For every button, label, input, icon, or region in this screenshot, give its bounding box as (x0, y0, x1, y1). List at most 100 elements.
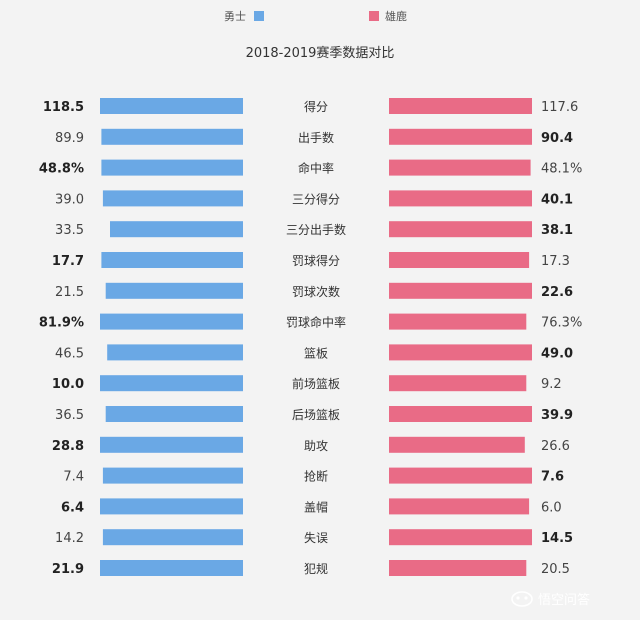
chart-row: 21.9 犯规 20.5 (52, 560, 570, 577)
value-label-bucks: 117.6 (541, 100, 578, 115)
bar-bucks (389, 498, 530, 515)
category-label: 抢断 (304, 469, 328, 484)
chart-row: 89.9 出手数 90.4 (55, 128, 573, 146)
value-label-bucks: 7.6 (541, 470, 564, 485)
bar-warriors (102, 190, 244, 207)
bar-bucks (389, 529, 532, 546)
bar-bucks (389, 252, 530, 268)
bar-warriors (102, 529, 244, 546)
legend-swatch-warriors (254, 11, 264, 21)
value-label-bucks: 38.1 (541, 223, 573, 238)
bar-warriors (100, 98, 243, 114)
category-label: 盖帽 (304, 499, 328, 514)
value-label-warriors: 21.5 (55, 285, 84, 300)
legend: 勇士 雄鹿 (224, 9, 407, 23)
chart-row: 118.5 得分 117.6 (43, 98, 578, 115)
value-label-bucks: 49.0 (541, 346, 573, 361)
bar-bucks (389, 313, 527, 330)
chart-row: 33.5 三分出手数 38.1 (55, 221, 573, 238)
chart-row: 7.4 抢断 7.6 (63, 467, 564, 485)
value-label-bucks: 76.3% (541, 316, 582, 331)
watermark-text: 悟空问答 (538, 592, 590, 608)
bar-bucks (389, 98, 532, 114)
chart-row: 10.0 前场篮板 9.2 (52, 375, 562, 392)
value-label-bucks: 9.2 (541, 377, 562, 392)
category-label: 失误 (304, 530, 328, 545)
value-label-bucks: 39.9 (541, 408, 573, 423)
value-label-warriors: 81.9% (39, 316, 84, 331)
bar-warriors (107, 344, 243, 361)
value-label-warriors: 89.9 (55, 131, 84, 146)
bar-warriors (100, 498, 243, 515)
bar-bucks (389, 406, 532, 422)
bar-bucks (389, 436, 525, 453)
bar-warriors (110, 221, 243, 238)
category-label: 三分得分 (292, 191, 340, 206)
category-label: 罚球次数 (292, 284, 340, 299)
value-label-bucks: 20.5 (541, 562, 570, 577)
value-label-warriors: 46.5 (55, 346, 84, 361)
category-label: 命中率 (298, 161, 334, 176)
chart-row: 39.0 三分得分 40.1 (55, 190, 573, 207)
value-label-bucks: 40.1 (541, 192, 573, 207)
chart-row: 17.7 罚球得分 17.3 (52, 252, 570, 269)
bar-warriors (101, 252, 244, 268)
chart-row: 14.2 失误 14.5 (55, 529, 573, 546)
wukong-logo-icon (511, 591, 533, 607)
bar-warriors (100, 436, 243, 453)
bar-warriors (102, 467, 244, 484)
value-label-warriors: 48.8% (39, 162, 84, 177)
chart-row: 28.8 助攻 26.6 (52, 436, 570, 454)
bar-warriors (100, 560, 243, 576)
legend-label-warriors: 勇士 (224, 10, 246, 23)
value-label-bucks: 17.3 (541, 254, 570, 269)
category-label: 出手数 (298, 130, 334, 145)
chart-row: 36.5 后场篮板 39.9 (55, 406, 573, 423)
value-label-bucks: 48.1% (541, 162, 582, 177)
chart-row: 21.5 罚球次数 22.6 (55, 282, 573, 300)
value-label-bucks: 6.0 (541, 500, 562, 515)
bar-bucks (389, 128, 532, 145)
value-label-warriors: 10.0 (52, 377, 84, 392)
category-label: 罚球得分 (292, 253, 340, 268)
bar-bucks (389, 560, 527, 576)
bar-bucks (389, 282, 532, 299)
value-label-warriors: 6.4 (61, 500, 84, 515)
category-label: 三分出手数 (286, 222, 346, 237)
legend-swatch-bucks (369, 11, 379, 21)
bar-warriors (105, 406, 243, 422)
value-label-bucks: 26.6 (541, 439, 570, 454)
bar-warriors (100, 313, 243, 330)
bar-bucks (389, 221, 532, 238)
bar-warriors (105, 282, 243, 299)
value-label-warriors: 21.9 (52, 562, 84, 577)
chart-row: 6.4 盖帽 6.0 (61, 498, 562, 515)
value-label-bucks: 14.5 (541, 531, 573, 546)
bar-bucks (389, 159, 531, 176)
value-label-warriors: 33.5 (55, 223, 84, 238)
bar-warriors (100, 375, 243, 392)
chart-rows: 118.5 得分 117.6 89.9 出手数 90.4 48.8% 命中率 48.1% 39.0… (39, 98, 582, 577)
value-label-warriors: 17.7 (52, 254, 84, 269)
bar-warriors (101, 159, 244, 176)
bar-bucks (389, 344, 532, 361)
value-label-warriors: 7.4 (63, 470, 84, 485)
category-label: 前场篮板 (292, 376, 340, 391)
category-label: 助攻 (304, 439, 328, 453)
category-label: 罚球命中率 (286, 315, 346, 330)
value-label-warriors: 39.0 (55, 192, 84, 207)
bar-bucks (389, 467, 532, 484)
chart-row: 81.9% 罚球命中率 76.3% (39, 313, 582, 331)
category-label: 后场篮板 (292, 407, 340, 422)
value-label-bucks: 22.6 (541, 285, 573, 300)
chart-row: 46.5 篮板 49.0 (55, 344, 573, 361)
watermark: 悟空问答 (511, 591, 590, 608)
chart-title: 2018-2019赛季数据对比 (246, 45, 395, 61)
chart-row: 48.8% 命中率 48.1% (39, 159, 582, 177)
value-label-warriors: 14.2 (55, 531, 84, 546)
bar-bucks (389, 375, 527, 392)
value-label-warriors: 118.5 (43, 100, 84, 115)
category-label: 得分 (304, 99, 328, 114)
value-label-warriors: 28.8 (52, 439, 84, 454)
